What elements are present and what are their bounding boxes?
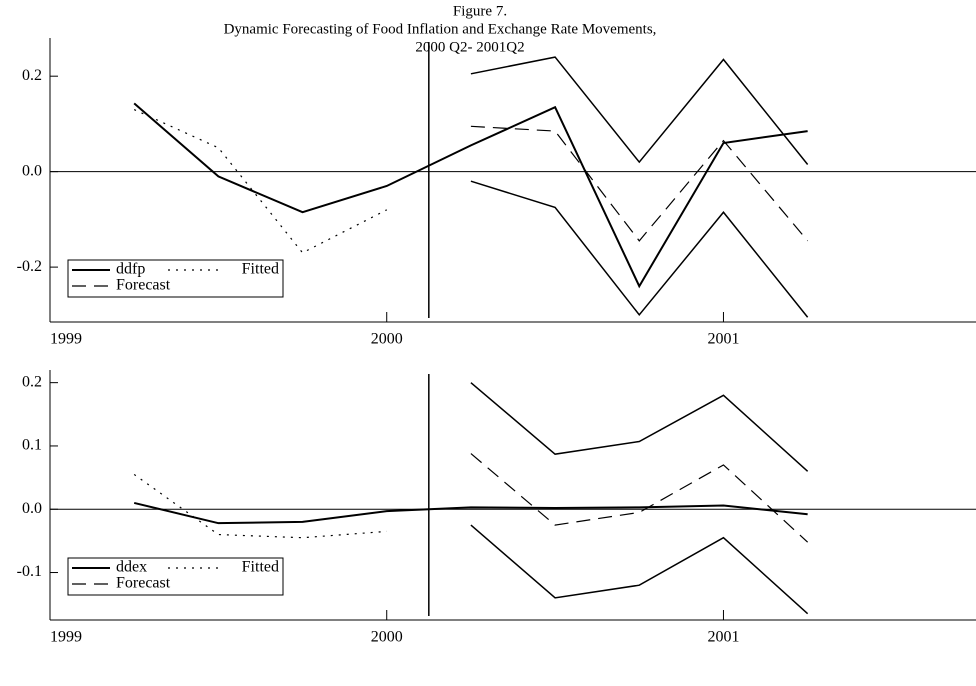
series-line: [133, 473, 387, 539]
legend-label: Forecast: [116, 277, 171, 294]
y-tick-label: 0.0: [22, 500, 42, 517]
title-block: Figure 7. Dynamic Forecasting of Food In…: [224, 3, 657, 55]
y-tick-label: -0.1: [17, 563, 42, 580]
x-tick-label: 2000: [371, 629, 403, 646]
chart-subtitle: 2000 Q2- 2001Q2: [415, 39, 524, 55]
legend-box: [67, 557, 284, 596]
series-line: [133, 102, 808, 289]
legend-label: Fitted: [242, 559, 279, 576]
chart-title: Dynamic Forecasting of Food Inflation an…: [224, 21, 657, 37]
x-tick-label: 2001: [707, 629, 739, 646]
legend-label: Fitted: [242, 261, 279, 278]
figure-label: Figure 7.: [453, 3, 507, 19]
legend-label: ddfp: [116, 261, 145, 278]
lower-band: [470, 180, 809, 318]
lower-band: [470, 524, 809, 615]
series-line: [470, 453, 809, 543]
y-tick-label: 0.2: [22, 373, 42, 390]
upper-band: [470, 56, 809, 165]
upper-band: [470, 382, 809, 472]
y-tick-label: 0.1: [22, 437, 42, 454]
x-tick-label: 1999: [50, 629, 82, 646]
legend-label: Forecast: [116, 575, 171, 592]
series-line: [133, 501, 808, 525]
y-tick-label: 0.0: [22, 162, 42, 179]
legend-box: [67, 259, 284, 298]
x-tick-label: 1999: [50, 331, 82, 348]
series-line: [133, 109, 387, 254]
legend-label: ddex: [116, 559, 147, 576]
x-tick-label: 2001: [707, 331, 739, 348]
x-tick-label: 2000: [371, 331, 403, 348]
y-tick-label: 0.2: [22, 67, 42, 84]
series-line: [470, 125, 809, 242]
y-tick-label: -0.2: [17, 258, 42, 275]
